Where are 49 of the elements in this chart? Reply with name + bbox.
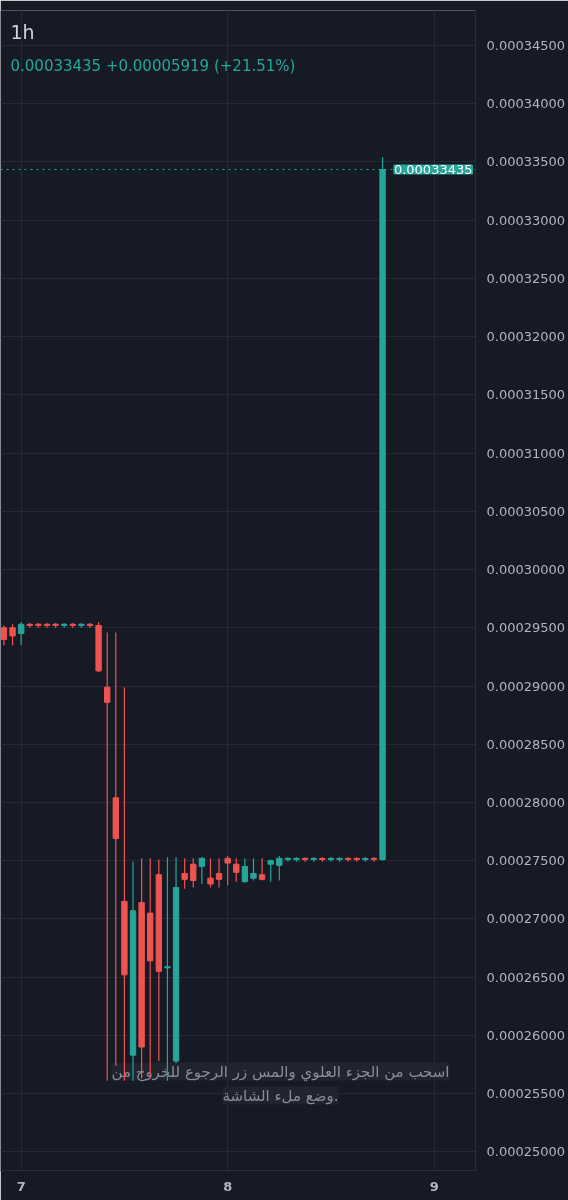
candlestick bbox=[181, 857, 188, 890]
candlestick bbox=[198, 856, 206, 885]
candlestick bbox=[0, 624, 8, 646]
y-tick-label: 0.00026500 bbox=[486, 969, 566, 985]
y-tick-label: 0.00029500 bbox=[486, 620, 566, 636]
candlestick bbox=[9, 623, 16, 646]
y-tick-label: 0.00031000 bbox=[486, 445, 566, 461]
candlestick bbox=[112, 631, 119, 1067]
candlestick bbox=[370, 856, 378, 863]
y-tick-label: 0.00025000 bbox=[486, 1144, 566, 1160]
y-tick-label: 0.00028000 bbox=[486, 794, 566, 810]
y-tick-label: 0.00033000 bbox=[486, 212, 566, 228]
candlestick bbox=[276, 855, 283, 882]
y-tick-label: 0.00033500 bbox=[486, 154, 566, 170]
text: 1h bbox=[10, 20, 35, 43]
y-tick-label: 0.00030500 bbox=[486, 503, 566, 519]
y-tick-label: 0.00027500 bbox=[486, 853, 566, 869]
y-tick-label: 0.00032500 bbox=[486, 270, 566, 286]
y-tick-label: 0.00030000 bbox=[486, 562, 566, 578]
candlestick bbox=[215, 857, 223, 889]
candlestick bbox=[344, 856, 352, 863]
candlestick bbox=[301, 856, 309, 863]
text: 0.00033435 +0.00005919 (+21.51%) bbox=[10, 56, 296, 75]
candlestick bbox=[241, 857, 249, 884]
candlestick bbox=[43, 622, 51, 629]
y-tick-label: 0.00032000 bbox=[486, 329, 566, 345]
y-tick-label: 0.00034500 bbox=[486, 37, 566, 53]
candlestick bbox=[207, 857, 214, 889]
candlestick bbox=[327, 856, 335, 863]
x-tick-label: 7 bbox=[16, 1178, 26, 1194]
candlestick bbox=[224, 855, 231, 886]
ref-line-label: 0.00033435 bbox=[393, 161, 473, 177]
y-tick-label: 0.00031500 bbox=[486, 387, 566, 403]
candlestick bbox=[190, 857, 197, 889]
candlestick bbox=[233, 857, 240, 883]
y-tick-label: 0.00027000 bbox=[486, 911, 566, 927]
candlestick bbox=[86, 622, 94, 629]
candlestick bbox=[17, 621, 25, 646]
candlestick bbox=[284, 856, 292, 863]
y-tick-label: 0.00034000 bbox=[486, 96, 566, 112]
candlestick bbox=[258, 857, 266, 882]
candlestick bbox=[250, 857, 257, 882]
y-tick-label: 0.00029000 bbox=[486, 678, 566, 694]
y-tick-label: 0.00028500 bbox=[486, 736, 566, 752]
x-tick-label: 9 bbox=[429, 1178, 439, 1194]
y-tick-label: 0.00026000 bbox=[486, 1027, 566, 1043]
x-tick-label: 8 bbox=[223, 1178, 233, 1194]
candlestick bbox=[104, 631, 111, 1082]
y-tick-label: 0.00025500 bbox=[486, 1086, 566, 1102]
